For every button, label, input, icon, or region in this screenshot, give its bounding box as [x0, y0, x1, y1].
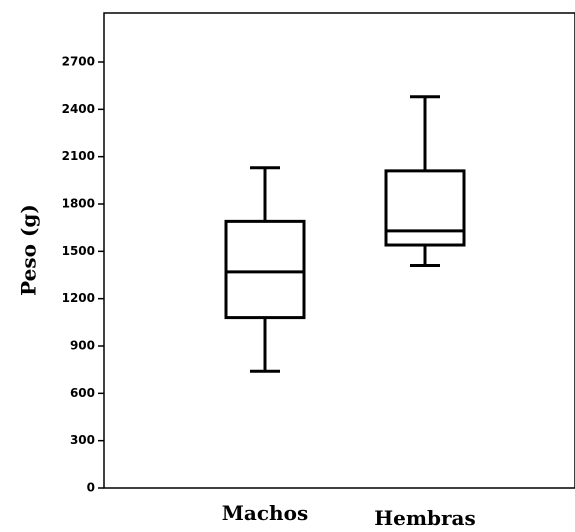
y-tick-label: 0	[87, 481, 95, 495]
y-tick-label: 900	[70, 339, 95, 353]
y-tick-label: 2100	[62, 149, 95, 163]
x-category-label: Hembras	[374, 506, 476, 530]
iqr-box	[384, 169, 466, 247]
x-axis-labels: Machos Hembras	[222, 501, 476, 530]
y-tick-label: 1200	[62, 291, 95, 305]
boxes	[224, 95, 466, 373]
y-tick-label: 600	[70, 386, 95, 400]
y-axis: 0 300 600 900 1200 1500 1800 2100 2400 2700	[62, 55, 104, 495]
y-tick-label: 1500	[62, 244, 95, 258]
x-category-label: Machos	[222, 501, 308, 525]
iqr-box	[224, 219, 306, 320]
y-tick-label: 300	[70, 433, 95, 447]
plot-frame	[103, 12, 575, 489]
y-axis-title: Peso (g)	[17, 204, 41, 296]
y-tick-label: 1800	[62, 197, 95, 211]
y-tick-label: 2700	[62, 55, 95, 69]
y-tick-label: 2400	[62, 102, 95, 116]
